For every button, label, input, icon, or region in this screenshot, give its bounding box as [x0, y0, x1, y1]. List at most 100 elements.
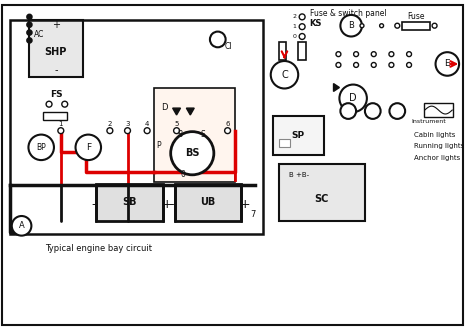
Text: 6: 6	[225, 121, 230, 127]
Text: SC: SC	[315, 194, 329, 204]
Circle shape	[210, 32, 226, 47]
Text: +: +	[240, 198, 251, 211]
Bar	[279, 42, 286, 60]
Text: Anchor lights: Anchor lights	[414, 155, 460, 161]
Polygon shape	[186, 108, 194, 115]
Text: SP: SP	[292, 131, 305, 140]
Circle shape	[144, 128, 150, 134]
Circle shape	[27, 30, 32, 35]
Text: 4: 4	[145, 121, 149, 127]
Circle shape	[432, 23, 437, 28]
Text: B +B-: B +B-	[289, 172, 309, 178]
Circle shape	[28, 135, 54, 160]
Text: +: +	[162, 198, 172, 211]
Circle shape	[27, 22, 32, 27]
Text: AC: AC	[34, 30, 45, 39]
Circle shape	[407, 62, 411, 67]
Circle shape	[225, 128, 230, 134]
Text: BP: BP	[36, 143, 46, 152]
Polygon shape	[334, 83, 339, 91]
Bar	[279, 164, 365, 221]
Text: KS: KS	[310, 19, 322, 28]
Circle shape	[299, 24, 305, 30]
Bar	[279, 140, 291, 147]
Circle shape	[340, 15, 362, 37]
Bar	[174, 183, 241, 221]
Text: +: +	[52, 20, 60, 30]
Text: S: S	[201, 130, 205, 139]
Text: D: D	[162, 103, 168, 112]
Circle shape	[407, 52, 411, 57]
Text: 1: 1	[59, 121, 63, 127]
Circle shape	[171, 132, 214, 175]
Text: 2: 2	[292, 15, 296, 19]
Bar	[154, 88, 236, 182]
Circle shape	[365, 103, 381, 119]
Text: SB: SB	[122, 197, 137, 207]
Text: 1: 1	[292, 24, 296, 29]
Text: C: C	[281, 70, 288, 80]
Bar	[29, 20, 83, 77]
Text: 7: 7	[250, 210, 256, 218]
Text: -: -	[169, 198, 174, 211]
Circle shape	[354, 62, 358, 67]
Circle shape	[107, 128, 113, 134]
Circle shape	[389, 62, 394, 67]
Text: Running lights: Running lights	[414, 143, 464, 149]
Text: Cabin lights: Cabin lights	[414, 132, 456, 138]
Circle shape	[75, 135, 101, 160]
Bar	[298, 42, 306, 60]
Circle shape	[125, 128, 130, 134]
Circle shape	[380, 24, 383, 28]
Text: UB: UB	[201, 197, 216, 207]
Circle shape	[46, 101, 52, 107]
Text: A: A	[18, 221, 25, 230]
Circle shape	[299, 14, 305, 20]
Polygon shape	[173, 108, 181, 115]
Text: P: P	[156, 141, 161, 150]
Text: CI: CI	[225, 42, 232, 51]
Bar	[10, 20, 263, 234]
Text: BS: BS	[185, 148, 200, 158]
Text: F: F	[86, 143, 91, 152]
Bar	[96, 183, 163, 221]
Circle shape	[390, 103, 405, 119]
Circle shape	[58, 128, 64, 134]
Circle shape	[27, 15, 32, 19]
Circle shape	[436, 52, 459, 76]
Text: 0: 0	[292, 34, 296, 39]
Circle shape	[371, 62, 376, 67]
Text: E: E	[445, 59, 450, 68]
Text: 3: 3	[125, 121, 130, 127]
Bar	[265, 13, 459, 101]
Circle shape	[271, 61, 298, 88]
Circle shape	[389, 52, 394, 57]
Circle shape	[354, 52, 358, 57]
Circle shape	[371, 52, 376, 57]
Circle shape	[395, 23, 400, 28]
Text: -: -	[54, 65, 58, 75]
Text: B: B	[177, 130, 182, 139]
Text: Typical engine bay circuit: Typical engine bay circuit	[45, 244, 152, 253]
Circle shape	[27, 38, 32, 43]
Circle shape	[336, 62, 341, 67]
Text: 5: 5	[174, 121, 179, 127]
Bar	[273, 116, 324, 155]
Bar	[402, 22, 429, 30]
Circle shape	[173, 128, 180, 134]
Text: D: D	[349, 93, 357, 103]
Text: FS: FS	[51, 90, 63, 99]
Circle shape	[299, 34, 305, 40]
Text: SHP: SHP	[45, 47, 67, 57]
Circle shape	[12, 216, 31, 236]
Circle shape	[336, 52, 341, 57]
Text: 2: 2	[108, 121, 112, 127]
Bar	[43, 112, 67, 120]
Circle shape	[339, 84, 367, 112]
Text: 0: 0	[180, 170, 185, 179]
Text: B: B	[348, 21, 354, 30]
Text: Instrument: Instrument	[411, 119, 447, 124]
Bar	[424, 103, 453, 117]
Text: Fuse & switch panel: Fuse & switch panel	[310, 10, 387, 18]
Text: -: -	[91, 198, 95, 211]
